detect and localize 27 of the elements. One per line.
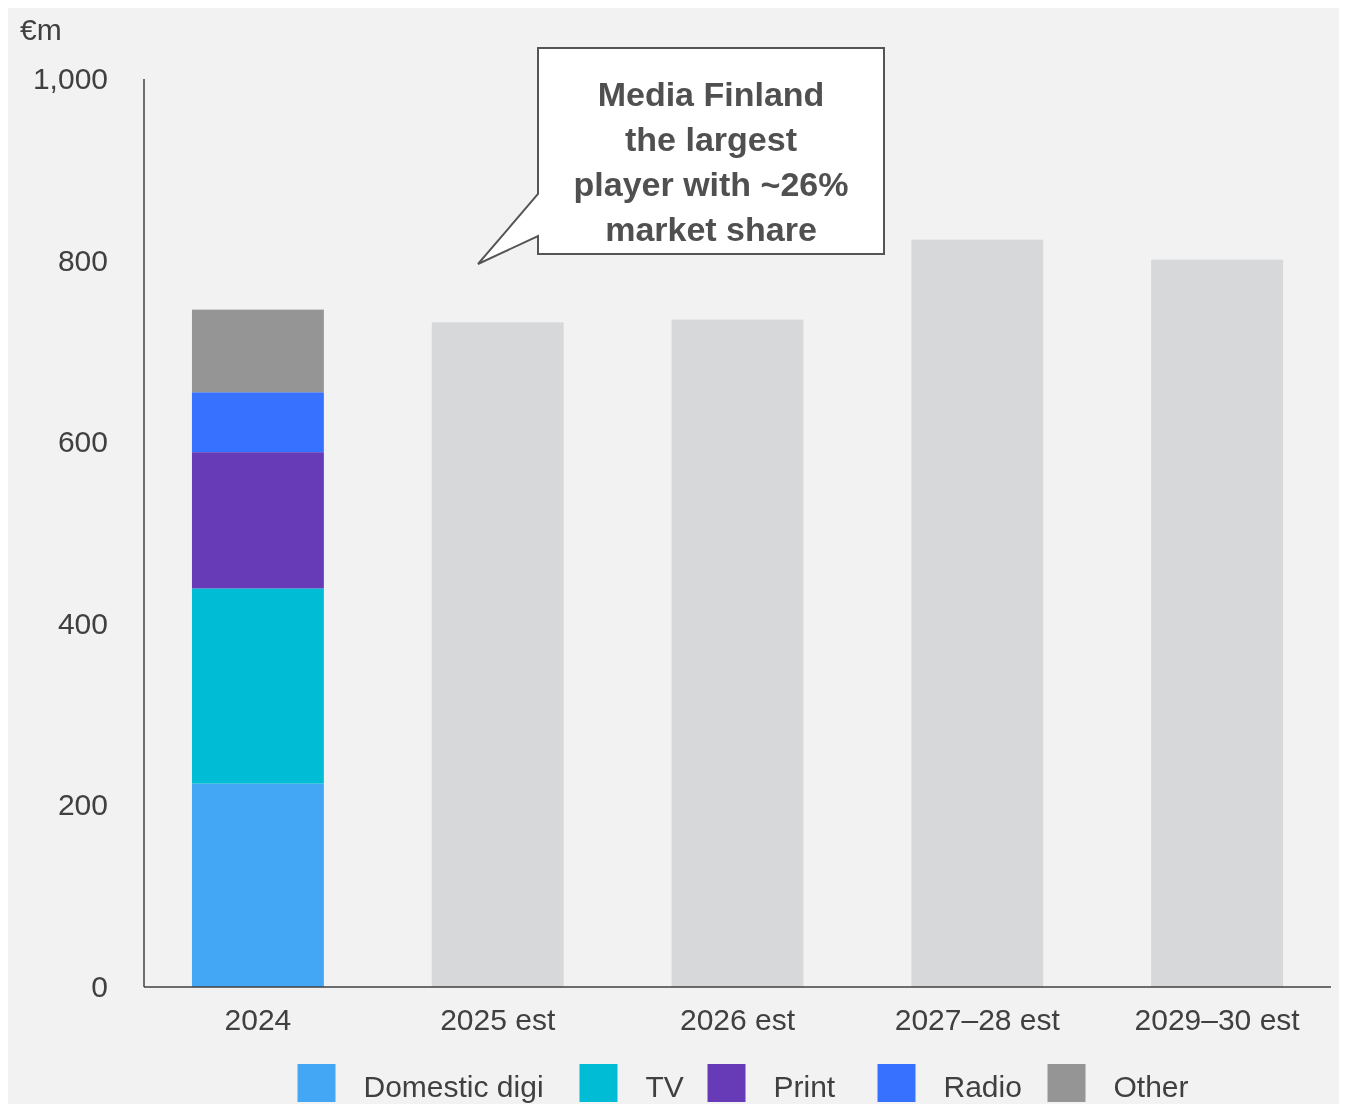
y-tick-label: 200 [57,788,108,822]
y-tick-label: 1,000 [32,62,108,95]
bar [191,783,324,987]
y-axis-title: €m [20,13,62,46]
bar [431,322,564,987]
legend-label: Radio [943,1070,1022,1103]
y-tick-label: 600 [57,425,108,459]
bar [191,309,324,393]
bar [191,452,324,589]
bar [191,588,324,784]
x-tick-label: 2025 est [440,1003,556,1036]
y-tick-label: 0 [91,970,108,1003]
legend-label: TV [645,1070,684,1103]
legend-label: Other [1113,1070,1189,1103]
x-tick-label: 2029–30 est [1134,1003,1301,1036]
x-tick-label: 2026 est [679,1003,796,1036]
annotation: Media Finland the largest player with ~26% market share [573,75,849,248]
x-tick-label: 2027–28 est [894,1003,1061,1036]
bar [191,392,324,453]
y-tick-label: 800 [57,243,108,277]
legend-label: Domestic digi [363,1070,544,1103]
bar [911,239,1044,987]
legend-label: Print [773,1070,836,1103]
bar [671,319,804,987]
bar [1151,259,1284,987]
x-tick-label: 2024 [224,1003,292,1036]
y-tick-label: 400 [57,606,108,640]
